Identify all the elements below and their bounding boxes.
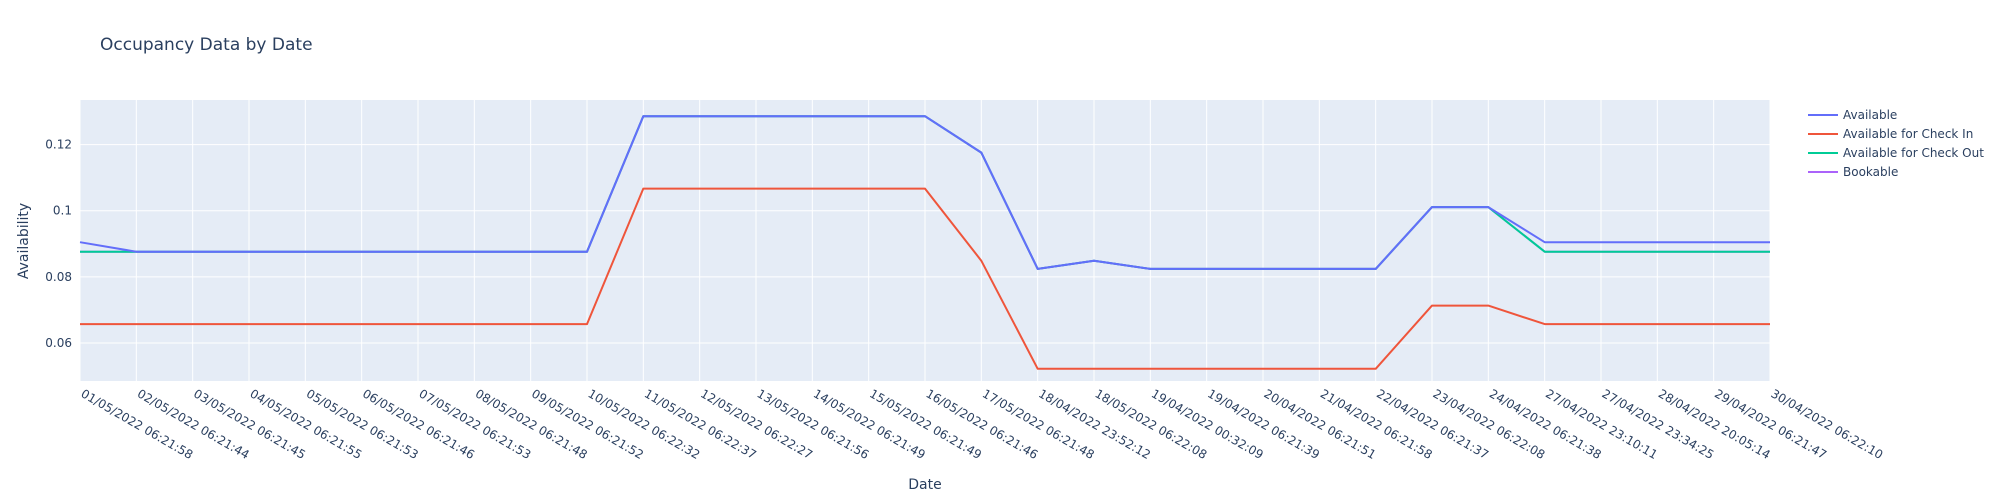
y-tick-label: 0.08 (45, 270, 72, 284)
y-tick-label: 0.1 (53, 204, 72, 218)
chart-title: Occupancy Data by Date (100, 35, 313, 55)
series-line-available-for-check-in (80, 187, 1770, 370)
legend[interactable]: Available Available for Check In Available… (1808, 108, 1984, 179)
legend-label: Available for Check Out (1843, 146, 1984, 160)
x-axis-title: Date (908, 477, 941, 493)
y-tick-label: 0.06 (45, 336, 72, 350)
y-tick-labels: 0.06 0.08 0.1 0.12 (45, 138, 72, 350)
series-layer (79, 115, 1770, 370)
y-axis-title: Availability (16, 203, 32, 279)
legend-item-available-for-check-out[interactable]: Available for Check Out (1808, 146, 1984, 160)
y-gridlines (80, 144, 1770, 344)
legend-label: Available for Check In (1843, 127, 1973, 141)
legend-item-available[interactable]: Available (1808, 108, 1897, 122)
legend-label: Bookable (1843, 165, 1898, 179)
y-tick-label: 0.12 (45, 138, 72, 152)
legend-item-bookable[interactable]: Bookable (1808, 165, 1898, 179)
x-gridlines (79, 100, 1771, 381)
legend-label: Available (1843, 108, 1897, 122)
series-line-available (79, 115, 1770, 270)
legend-item-available-for-check-in[interactable]: Available for Check In (1808, 127, 1973, 141)
